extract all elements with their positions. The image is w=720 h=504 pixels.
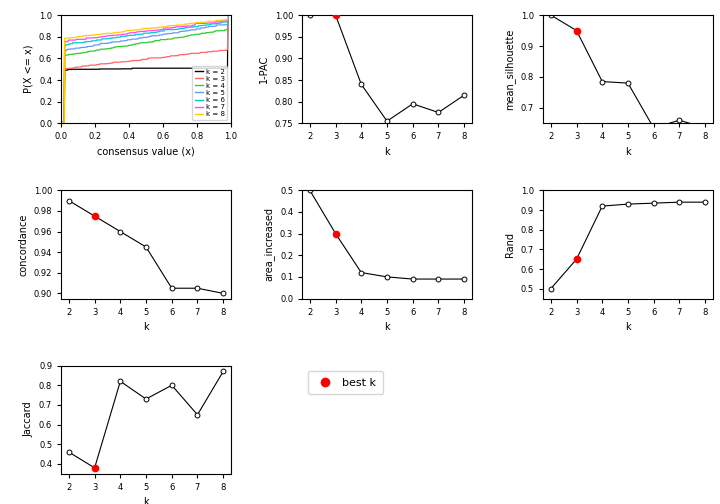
X-axis label: k: k xyxy=(384,322,390,332)
X-axis label: k: k xyxy=(143,497,149,504)
X-axis label: k: k xyxy=(625,147,631,157)
Legend: best k: best k xyxy=(307,371,383,395)
X-axis label: consensus value (x): consensus value (x) xyxy=(97,147,195,157)
Y-axis label: mean_silhouette: mean_silhouette xyxy=(505,29,516,110)
Y-axis label: Jaccard: Jaccard xyxy=(23,402,33,437)
X-axis label: k: k xyxy=(143,322,149,332)
Y-axis label: 1-PAC: 1-PAC xyxy=(259,55,269,83)
Y-axis label: concordance: concordance xyxy=(18,213,28,276)
Legend: k = 2, k = 3, k = 4, k = 5, k = 6, k = 7, k = 8: k = 2, k = 3, k = 4, k = 5, k = 6, k = 7… xyxy=(192,66,228,120)
Y-axis label: Rand: Rand xyxy=(505,232,516,257)
X-axis label: k: k xyxy=(384,147,390,157)
X-axis label: k: k xyxy=(625,322,631,332)
Y-axis label: area_increased: area_increased xyxy=(264,208,274,281)
Y-axis label: P(X <= x): P(X <= x) xyxy=(23,45,33,93)
